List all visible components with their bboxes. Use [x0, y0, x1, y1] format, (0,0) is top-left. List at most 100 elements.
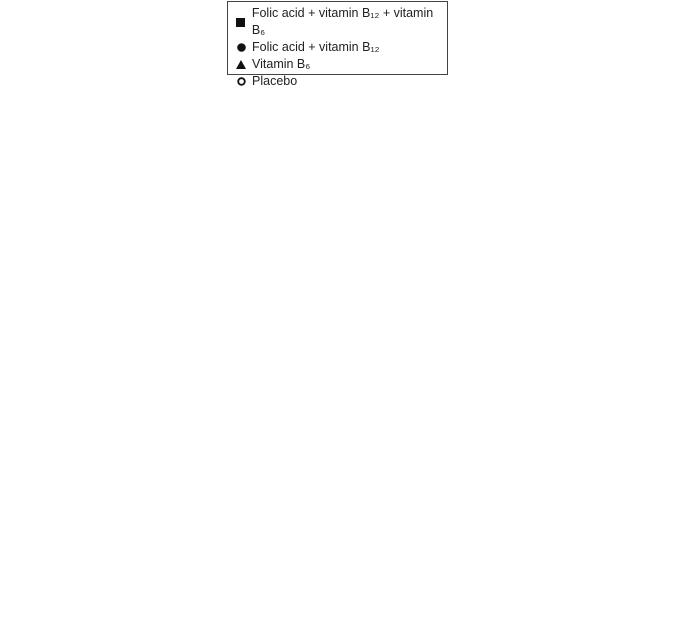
x-tick-label: 0 [57, 609, 64, 624]
series-line-halo [425, 418, 670, 425]
x-tick-label: 36 [296, 312, 310, 327]
legend-label: Folic acid + vitamin B₁₂ + vitamin B₆ [251, 6, 434, 37]
x-tick-label: 0 [422, 609, 429, 624]
data-point-triangle [56, 488, 66, 498]
data-point-circle [63, 449, 73, 458]
data-point-triangle [664, 417, 675, 427]
data-point-square [428, 125, 437, 134]
y-tick-label: 200 [382, 199, 404, 214]
y-tick-label: 600 [20, 424, 42, 439]
data-point-circle [500, 278, 510, 288]
data-point-open-circle [500, 278, 510, 288]
data-point-triangle [500, 114, 510, 124]
series-line-halo [424, 121, 671, 283]
chart-panel-3: cobalamine sérique 0 100 200 300 400 500 600 700… [6, 385, 315, 639]
series-line [425, 421, 670, 476]
data-point-circle [137, 422, 146, 431]
y-tick-label: 300 [382, 149, 404, 164]
data-point-triangle [304, 272, 315, 282]
data-point-open-circle [500, 412, 510, 422]
legend-label: Placebo [252, 74, 298, 88]
series-line-halo [424, 421, 670, 478]
legend-item-folic-b12-b6: Folic acid + vitamin B₁₂ + vitamin B₆ [236, 5, 447, 39]
y-axis-label: nmol/L [6, 186, 21, 225]
legend-item-b6: Vitamin B₆ [236, 56, 447, 73]
series-square [421, 416, 675, 481]
y-tick-label: 50 [28, 188, 42, 203]
series-circle [421, 416, 675, 480]
data-point-square [57, 489, 65, 498]
data-point-triangle [421, 277, 431, 287]
series-line-halo [60, 494, 310, 503]
y-tick-label: 200 [20, 538, 42, 553]
data-point-square [428, 463, 437, 471]
series-open [56, 268, 315, 284]
legend-label: Vitamin B₆ [252, 57, 311, 71]
y-tick-label: 700 [20, 396, 42, 411]
series-line-halo [59, 424, 310, 495]
data-point-square [422, 278, 430, 287]
data-point-circle [428, 278, 437, 288]
y-tick-label: 0 [397, 595, 404, 610]
data-point-open-circle [56, 491, 66, 501]
square-marker-icon [236, 17, 246, 27]
series-square [56, 153, 315, 283]
y-tick-label: 20 [28, 254, 42, 269]
data-point-circle [665, 277, 674, 287]
series-line [60, 495, 310, 502]
y-tick-label: 400 [20, 481, 42, 496]
y-axis-label: nmol/L [368, 186, 383, 225]
data-point-open-circle [428, 278, 438, 288]
data-point-square [422, 418, 430, 426]
series-open [421, 277, 675, 288]
data-point-triangle [500, 417, 510, 426]
series-line [60, 422, 310, 494]
y-tick-label: 60 [28, 166, 42, 181]
series-line [60, 158, 310, 279]
legend-item-folic-b12: Folic acid + vitamin B₁₂ [236, 39, 447, 56]
x-tick-label: 12 [134, 312, 148, 327]
x-tick-label: 24 [215, 609, 229, 624]
x-tick-label: 12 [134, 609, 148, 624]
y-tick-label: 30 [28, 232, 42, 247]
data-point-triangle [62, 280, 73, 290]
data-point-open-circle [428, 412, 438, 422]
data-point-square [501, 118, 509, 127]
series-triangle [56, 476, 315, 507]
series-circle [421, 277, 675, 288]
x-tick-label: 12 [498, 609, 512, 624]
data-point-triangle [62, 483, 73, 493]
y-tick-label: 100 [382, 248, 404, 263]
data-point-open-circle [665, 277, 675, 287]
y-tick-label: 0 [35, 298, 42, 313]
data-point-square [665, 173, 674, 182]
data-point-open-circle [421, 277, 431, 287]
data-point-square [63, 161, 72, 170]
data-point-square [137, 419, 146, 428]
data-point-open-circle [137, 496, 147, 506]
series-line [60, 137, 310, 279]
data-point-open-circle [305, 268, 315, 278]
series-line [60, 425, 310, 495]
series-line [61, 272, 310, 280]
data-point-square [665, 467, 674, 476]
y-tick-label: 12 [390, 395, 404, 410]
data-point-triangle [427, 120, 438, 130]
data-point-circle [421, 277, 431, 287]
chart-title: cobalamine sérique [121, 385, 234, 400]
data-point-triangle [136, 278, 147, 287]
y-tick-label: 500 [20, 452, 42, 467]
series-line [425, 416, 670, 424]
x-axis-label: Durée écoulée depuis la randomisation, m… [413, 328, 674, 343]
series-line-halo [424, 421, 670, 478]
data-point-circle [63, 142, 73, 151]
data-point-triangle [304, 494, 315, 504]
series-triangle [421, 414, 675, 429]
data-point-circle [56, 274, 66, 283]
x-tick-label: 36 [656, 312, 670, 327]
data-point-triangle [421, 417, 431, 426]
series-line-halo [59, 421, 310, 494]
series-triangle [421, 112, 675, 287]
